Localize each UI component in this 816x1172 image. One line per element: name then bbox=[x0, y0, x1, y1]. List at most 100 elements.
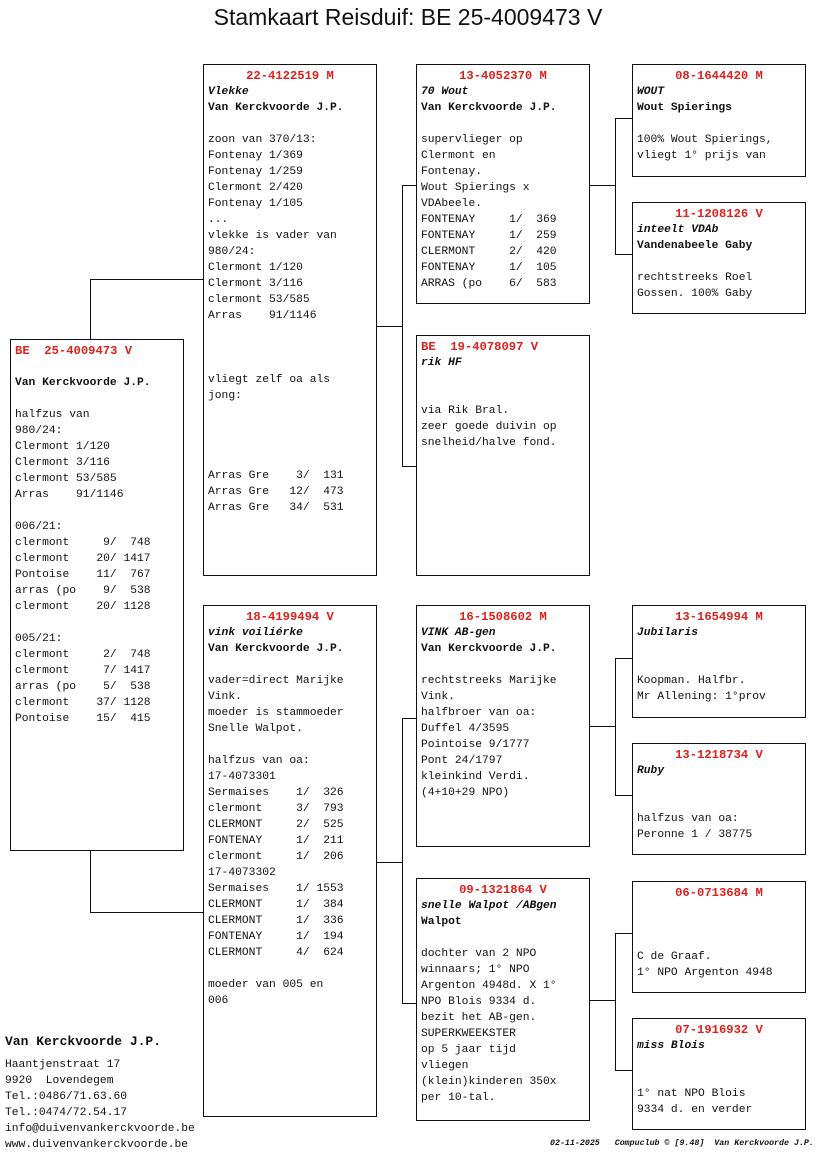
owner-name: Van Kerckvoorde J.P. bbox=[421, 102, 557, 114]
note-line: vader=direct Marijke bbox=[208, 675, 344, 687]
note-line: Pointoise 9/1777 bbox=[421, 739, 530, 751]
pedigree-card-dd: 09-1321864 V snelle Walpot /ABgen Walpot do… bbox=[416, 878, 590, 1121]
note-line: Arras Gre 34/ 531 bbox=[208, 502, 344, 514]
note-line: moeder van 005 en bbox=[208, 979, 324, 991]
note-line: FONTENAY 1/ 211 bbox=[208, 835, 344, 847]
note-line: halfzus van bbox=[15, 409, 90, 421]
pedigree-card-sd: BE 19-4078097 V rik HF via Rik Bral. zeer g… bbox=[416, 335, 590, 576]
ring-number: 13-1218734 V bbox=[675, 748, 763, 762]
pedigree-card-dam: 18-4199494 V vink voiliérke Van Kerckvoord… bbox=[203, 605, 377, 1117]
spacer bbox=[421, 387, 585, 403]
address-line: Tel.:0486/71.63.60 bbox=[5, 1091, 128, 1103]
note-line: Sermaises 1/ 326 bbox=[208, 787, 344, 799]
note-line: (4+10+29 NPO) bbox=[421, 787, 510, 799]
note-line: FONTENAY 1/ 369 bbox=[421, 214, 557, 226]
spacer bbox=[637, 254, 801, 270]
address-line: 9920 Lovendegem bbox=[5, 1075, 114, 1087]
note-line: clermont 20/ 1128 bbox=[15, 601, 151, 613]
owner-name: Van Kerckvoorde J.P. bbox=[15, 377, 151, 389]
owner-name bbox=[637, 917, 801, 933]
note-line: winnaars; 1° NPO bbox=[421, 964, 530, 976]
note-line: 005/21: bbox=[15, 633, 63, 645]
spacer bbox=[637, 116, 801, 132]
note-line: clermont 9/ 748 bbox=[15, 537, 151, 549]
ring-number: 11-1208126 V bbox=[675, 207, 763, 221]
connector-line bbox=[402, 185, 403, 466]
connector-line bbox=[615, 1070, 632, 1071]
note-line: 006 bbox=[208, 995, 229, 1007]
connector-line bbox=[402, 466, 416, 467]
note-line: SUPERKWEEKSTER bbox=[421, 1028, 516, 1040]
note-line: Fontenay 1/259 bbox=[208, 166, 303, 178]
note-line: clermont 53/585 bbox=[15, 473, 117, 485]
pedigree-card-main: BE 25-4009473 V Van Kerckvoorde J.P. halfz… bbox=[10, 339, 184, 851]
pedigree-card-dss: 13-1654994 M Jubilaris Koopman. Halfbr. Mr … bbox=[632, 605, 806, 718]
note-line: Wout Spierings x bbox=[421, 182, 530, 194]
note-line: Argenton 4948d. X 1° bbox=[421, 980, 557, 992]
owner-name: Walpot bbox=[421, 916, 462, 928]
note-line: 1° NPO Argenton 4948 bbox=[637, 967, 773, 979]
note-line: Arras Gre 3/ 131 bbox=[208, 470, 344, 482]
connector-line bbox=[402, 1003, 416, 1004]
note-line: Gossen. 100% Gaby bbox=[637, 288, 753, 300]
connector-line bbox=[615, 118, 632, 119]
note-line: Clermont 1/120 bbox=[208, 262, 303, 274]
connector-line bbox=[615, 658, 616, 795]
note-line: C de Graaf. bbox=[637, 951, 712, 963]
note-line bbox=[208, 737, 372, 753]
note-line: ... bbox=[208, 214, 229, 226]
connector-line bbox=[90, 912, 203, 913]
owner-name: Vandenabeele Gaby bbox=[637, 240, 753, 252]
note-line bbox=[208, 420, 372, 436]
note-line: Clermont 2/420 bbox=[208, 182, 303, 194]
connector-line bbox=[615, 795, 632, 796]
owner-name: Van Kerckvoorde J.P. bbox=[208, 643, 344, 655]
note-line: clermont 37/ 1128 bbox=[15, 697, 151, 709]
note-line: (klein)kinderen 350x bbox=[421, 1076, 557, 1088]
ring-number: 13-1654994 M bbox=[675, 610, 763, 624]
pedigree-card-ds: 16-1508602 M VINK AB-gen Van Kerckvoorde J… bbox=[416, 605, 590, 847]
note-line: Duffel 4/3595 bbox=[421, 723, 510, 735]
ring-number: 13-4052370 M bbox=[459, 69, 547, 83]
note-line: halfzus van oa: bbox=[208, 755, 310, 767]
note-line: Clermont 3/116 bbox=[208, 278, 303, 290]
ring-number: 06-0713684 M bbox=[675, 886, 763, 900]
note-line bbox=[15, 503, 179, 519]
pigeon-name: WOUT bbox=[637, 86, 665, 98]
connector-line bbox=[90, 279, 91, 339]
pedigree-card-ddd: 07-1916932 V miss Blois 1° nat NPO Blois 93… bbox=[632, 1018, 806, 1130]
ring-number: 09-1321864 V bbox=[459, 883, 547, 897]
note-line: FONTENAY 1/ 259 bbox=[421, 230, 557, 242]
note-line: Mr Allening: 1°prov bbox=[637, 691, 766, 703]
pigeon-name: VINK AB-gen bbox=[421, 627, 496, 639]
breeder-address: Van Kerckvoorde J.P. Haantjenstraat 17 99… bbox=[5, 1033, 195, 1153]
note-line: Arras Gre 12/ 473 bbox=[208, 486, 344, 498]
note-line: clermont 2/ 748 bbox=[15, 649, 151, 661]
note-line bbox=[208, 436, 372, 452]
note-line: zeer goede duivin op bbox=[421, 421, 557, 433]
owner-name: Van Kerckvoorde J.P. bbox=[208, 102, 344, 114]
note-line: rechtstreeks Roel bbox=[637, 272, 753, 284]
note-line: FONTENAY 1/ 105 bbox=[421, 262, 557, 274]
owner-name: Wout Spierings bbox=[637, 102, 732, 114]
spacer bbox=[421, 116, 585, 132]
pedigree-card-dds: 06-0713684 M C de Graaf. 1° NPO Argenton 4… bbox=[632, 881, 806, 993]
note-line: Pont 24/1797 bbox=[421, 755, 503, 767]
note-line: Fontenay 1/369 bbox=[208, 150, 303, 162]
pigeon-name bbox=[15, 359, 179, 375]
note-line: Pontoise 11/ 767 bbox=[15, 569, 151, 581]
spacer bbox=[421, 657, 585, 673]
connector-line bbox=[615, 118, 616, 254]
note-line: snelheid/halve fond. bbox=[421, 437, 557, 449]
ring-number: 07-1916932 V bbox=[675, 1023, 763, 1037]
page-title: Stamkaart Reisduif: BE 25-4009473 V bbox=[213, 4, 603, 30]
note-line: VDAbeele. bbox=[421, 198, 483, 210]
owner-name bbox=[421, 371, 585, 387]
note-line: Sermaises 1/ 1553 bbox=[208, 883, 344, 895]
spacer bbox=[637, 1070, 801, 1086]
note-line: vlekke is vader van bbox=[208, 230, 337, 242]
spacer bbox=[208, 116, 372, 132]
note-line: vliegt 1° prijs van bbox=[637, 150, 766, 162]
breeder-name: Van Kerckvoorde J.P. bbox=[5, 1034, 162, 1049]
note-line: Fontenay. bbox=[421, 166, 483, 178]
